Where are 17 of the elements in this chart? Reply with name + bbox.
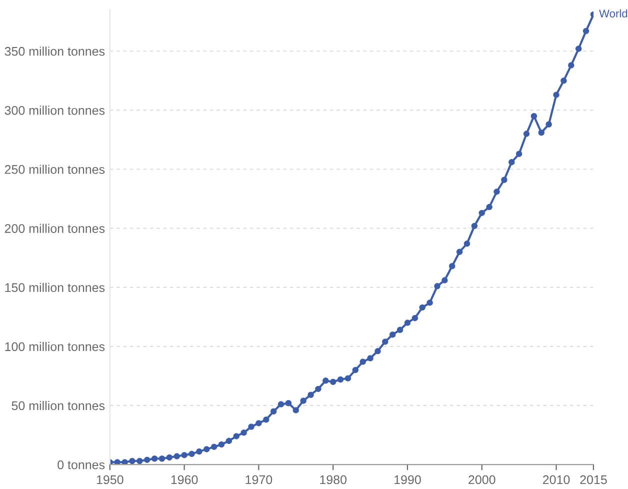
x-tick-label: 2015 bbox=[580, 475, 607, 484]
x-tick-label: 1980 bbox=[320, 475, 346, 484]
x-tick-label: 1960 bbox=[171, 475, 198, 484]
x-tick-label: 1970 bbox=[246, 475, 272, 484]
y-tick-label: 350 million tonnes bbox=[4, 46, 105, 56]
y-tick-label: 50 million tonnes bbox=[12, 400, 105, 410]
y-tick-label: 250 million tonnes bbox=[4, 164, 105, 174]
series-label: World bbox=[599, 9, 628, 18]
y-tick-label: 300 million tonnes bbox=[4, 106, 105, 115]
x-tick-label: 1950 bbox=[96, 475, 124, 484]
y-tick-label: 150 million tonnes bbox=[5, 282, 105, 292]
x-tick-label: 1990 bbox=[394, 475, 421, 484]
y-tick-label: 0 tonnes bbox=[58, 460, 105, 470]
x-tick-label: 2000 bbox=[468, 475, 496, 484]
y-tick-label: 200 million tonnes bbox=[4, 224, 105, 233]
x-tick-label: 2010 bbox=[542, 475, 570, 484]
y-tick-label: 100 million tonnes bbox=[5, 342, 105, 352]
